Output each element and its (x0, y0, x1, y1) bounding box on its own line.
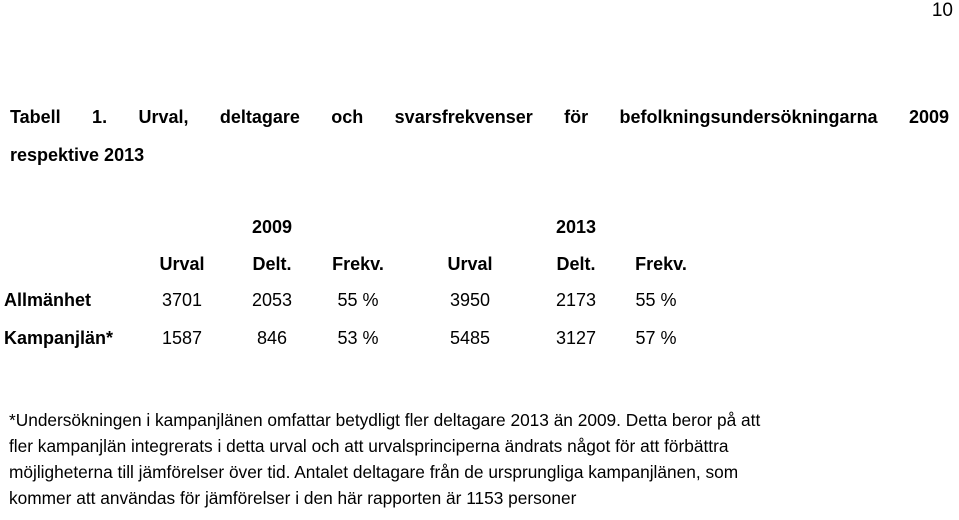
col-header-frekv-2013: Frekv. (635, 254, 687, 274)
table-cell: 3950 (449, 290, 491, 310)
table-cell: 2173 (555, 290, 597, 310)
col-header-urval-2013: Urval (447, 254, 493, 274)
year-header-2013: 2013 (555, 217, 597, 237)
footnote-line: kommer att användas för jämförelser i de… (9, 488, 577, 508)
footnote-line: fler kampanjlän integrerats i detta urva… (9, 436, 729, 456)
table-cell: 846 (256, 328, 288, 348)
footnote: *Undersökningen i kampanjlänen omfattar … (9, 407, 951, 511)
table-cell: 5485 (449, 328, 491, 348)
col-header-delt-2009: Delt. (252, 254, 292, 274)
footnote-line: *Undersökningen i kampanjlänen omfattar … (9, 410, 761, 430)
table-cell: 53 % (337, 328, 379, 348)
table-caption: Tabell 1. Urval, deltagare och svarsfrek… (10, 98, 949, 174)
table-cell: 55 % (337, 290, 379, 310)
table-cell: 57 % (635, 328, 677, 348)
caption-line-1: Tabell 1. Urval, deltagare och svarsfrek… (10, 107, 949, 127)
col-header-frekv-2009: Frekv. (332, 254, 384, 274)
footnote-line: möjligheterna till jämförelser över tid.… (9, 462, 739, 482)
table-cell: 2053 (251, 290, 293, 310)
caption-line-2: respektive 2013 (10, 145, 145, 165)
col-header-urval-2009: Urval (159, 254, 205, 274)
table-cell: 3127 (555, 328, 597, 348)
row-label-kampanjlan: Kampanjlän* (4, 328, 114, 348)
col-header-delt-2013: Delt. (556, 254, 596, 274)
table-cell: 3701 (161, 290, 203, 310)
table-cell: 1587 (161, 328, 203, 348)
table-cell: 55 % (635, 290, 677, 310)
year-header-2009: 2009 (251, 217, 293, 237)
page-number: 10 (931, 0, 953, 21)
row-label-allmanhet: Allmänhet (4, 290, 92, 310)
